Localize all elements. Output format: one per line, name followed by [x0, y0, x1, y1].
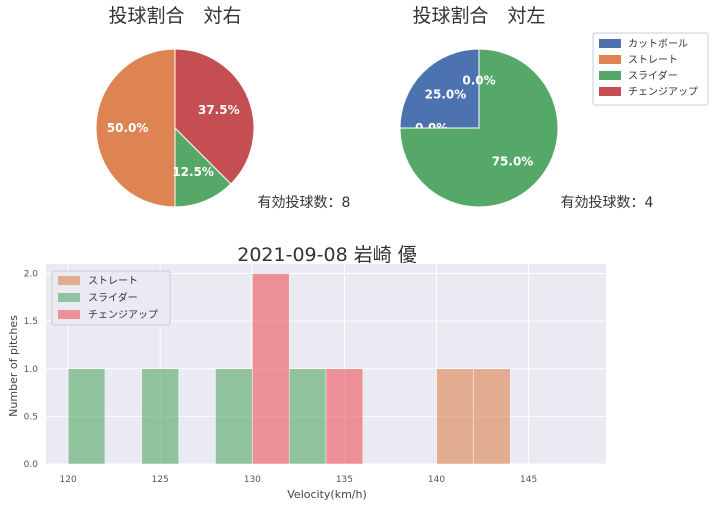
hist-legend-swatch-slider [58, 293, 80, 302]
hist-xtick-label: 135 [336, 475, 353, 485]
pie-left-count: 有効投球数：4 [561, 195, 654, 211]
hist-bar-slider [288, 368, 327, 465]
pie-legend-swatch-slider [599, 71, 621, 80]
hist-legend-swatch-straight [58, 276, 80, 285]
pie-left-pct-change: 0.0% [462, 74, 495, 88]
pie-left-slice-slider [399, 48, 559, 208]
hist-legend: ストレート スライダー チェンジアップ [51, 270, 171, 326]
pie-left-pct-cut: 25.0% [425, 87, 467, 101]
hist-xtick-label: 125 [152, 475, 169, 485]
pie-legend-swatch-straight [599, 55, 621, 64]
pie-legend: カットボール ストレート スライダー チェンジアップ [592, 32, 709, 106]
pie-legend-label-straight: ストレート [628, 55, 678, 66]
pie-left-slice-cut [399, 48, 480, 129]
hist-legend-frame [51, 270, 171, 326]
hist-title: 2021-09-08 岩崎 優 [237, 244, 417, 266]
pie-right-slice-straight [95, 48, 176, 208]
hist-bar-change [325, 368, 364, 465]
hist-ylabel: Number of pitches [7, 315, 20, 417]
hist-ticks: 0.0 0.5 1.0 1.5 2.0 120 125 130 135 140 145 [24, 270, 538, 485]
pie-right-slice-slider [174, 126, 232, 208]
hist-legend-label-straight: ストレート [88, 276, 138, 287]
pie-right-pct-slider: 12.5% [172, 165, 214, 179]
hist-ytick-label: 2.0 [24, 270, 39, 280]
hist-ytick-label: 0.0 [24, 460, 39, 470]
hist-xtick-label: 130 [244, 475, 261, 485]
hist-legend-swatch-change [58, 310, 80, 319]
hist-xtick-label: 145 [520, 475, 537, 485]
hist-ytick-label: 1.0 [24, 365, 39, 375]
hist-bar-straight [473, 368, 511, 465]
hist-bar-slider [141, 368, 179, 465]
pie-right: 0.0%50.0%12.5%37.5% [95, 48, 255, 208]
pie-legend-swatch-cut [599, 39, 621, 48]
hist-bar-straight [436, 368, 474, 465]
hist-bar-change [252, 273, 290, 465]
pie-legend-swatch-change [599, 87, 621, 96]
pie-right-count: 有効投球数：8 [258, 195, 351, 211]
hist-legend-label-slider: スライダー [88, 291, 138, 304]
hist-ytick-label: 1.5 [24, 317, 38, 327]
hist-bar-slider [215, 368, 253, 465]
pie-left: 25.0%0.0%75.0%0.0% [399, 48, 559, 208]
hist-xtick-label: 140 [428, 475, 445, 485]
pie-legend-label-slider: スライダー [628, 69, 678, 82]
hist-legend-label-change: チェンジアップ [88, 309, 158, 321]
pie-right-slice-change [174, 48, 255, 185]
hist-xlabel: Velocity(km/h) [287, 488, 367, 501]
hist-bar-slider [67, 368, 106, 465]
pie-right-title: 投球割合 対右 [108, 5, 241, 27]
hist-bars [67, 273, 511, 465]
pie-left-pct-slider: 75.0% [492, 155, 534, 169]
pie-legend-frame [592, 32, 709, 106]
pie-legend-label-change: チェンジアップ [628, 86, 698, 98]
pie-right-pct-change: 37.5% [198, 103, 240, 117]
hist-ytick-label: 0.5 [24, 412, 38, 422]
pie-legend-label-cut: カットボール [628, 38, 688, 50]
pie-right-pct-straight: 50.0% [107, 121, 149, 135]
hist-xtick-label: 120 [60, 475, 77, 485]
pie-left-title: 投球割合 対左 [412, 5, 545, 27]
